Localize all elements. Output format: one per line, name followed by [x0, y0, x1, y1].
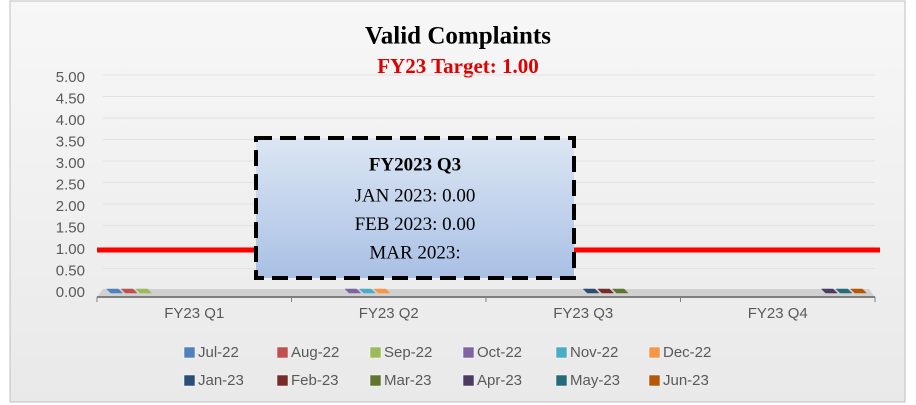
- x-tick-label: FY23 Q2: [359, 305, 419, 322]
- y-tick-label: 5.00: [56, 69, 85, 86]
- chart-title: Valid Complaints: [365, 23, 551, 50]
- bar-top: [850, 288, 867, 294]
- legend-swatch: [648, 374, 661, 387]
- legend-label: Oct-22: [477, 344, 522, 361]
- floor: [97, 289, 875, 297]
- legend-swatch: [462, 346, 475, 359]
- legend-swatch: [183, 374, 196, 387]
- annotation-line: MAR 2023:: [369, 242, 460, 263]
- x-tick-label: FY23 Q4: [748, 305, 808, 322]
- y-tick-label: 1.00: [56, 241, 85, 258]
- bar-top: [835, 288, 853, 294]
- y-tick-label: 2.50: [56, 176, 85, 193]
- legend: Jul-22 Aug-22 Sep-22 Oct-22 Nov-22 Dec-22 Jan-…: [183, 344, 711, 389]
- y-tick-label: 2.00: [56, 198, 85, 215]
- legend-label: Apr-23: [477, 372, 522, 389]
- legend-label: Sep-22: [384, 344, 432, 361]
- bar-top: [820, 288, 838, 294]
- bar-top: [358, 288, 376, 294]
- y-tick-label: 0.50: [56, 262, 85, 279]
- legend-swatch: [369, 374, 382, 387]
- legend-label: May-23: [570, 372, 620, 389]
- annotation-box: [254, 136, 576, 280]
- annotation-title: FY2023 Q3: [369, 154, 461, 175]
- bar-top: [135, 288, 153, 294]
- annotation-line: JAN 2023: 0.00: [355, 185, 476, 206]
- legend-label: Dec-22: [663, 344, 711, 361]
- x-tick-label: FY23 Q1: [164, 305, 224, 322]
- legend-label: Feb-23: [291, 372, 339, 389]
- legend-swatch: [555, 346, 568, 359]
- bar-top: [597, 288, 615, 294]
- y-tick-label: 4.50: [56, 90, 85, 107]
- legend-swatch: [276, 346, 289, 359]
- legend-swatch: [462, 374, 475, 387]
- y-tick-label: 3.00: [56, 155, 85, 172]
- bar-top: [582, 288, 600, 294]
- annotation-line: FEB 2023: 0.00: [355, 214, 476, 235]
- y-tick-label: 0.00: [56, 284, 85, 301]
- bar-top: [373, 288, 391, 294]
- legend-swatch: [183, 346, 196, 359]
- y-tick-label: 3.50: [56, 133, 85, 150]
- bar-top: [344, 288, 362, 294]
- y-tick-label: 4.00: [56, 112, 85, 129]
- bar-top: [120, 288, 138, 294]
- legend-label: Jun-23: [663, 372, 709, 389]
- legend-label: Jan-23: [198, 372, 244, 389]
- annotation: FY2023 Q3 JAN 2023: 0.00 FEB 2023: 0.00 MA…: [254, 136, 576, 280]
- legend-label: Jul-22: [198, 344, 239, 361]
- legend-swatch: [369, 346, 382, 359]
- chart-subtitle: FY23 Target: 1.00: [377, 54, 539, 78]
- legend-swatch: [276, 374, 289, 387]
- y-tick-label: 1.50: [56, 219, 85, 236]
- legend-swatch: [648, 346, 661, 359]
- bar-top: [106, 288, 123, 294]
- legend-label: Nov-22: [570, 344, 618, 361]
- bar-top: [611, 288, 629, 294]
- legend-swatch: [555, 374, 568, 387]
- legend-label: Aug-22: [291, 344, 339, 361]
- x-tick-label: FY23 Q3: [553, 305, 613, 322]
- legend-label: Mar-23: [384, 372, 432, 389]
